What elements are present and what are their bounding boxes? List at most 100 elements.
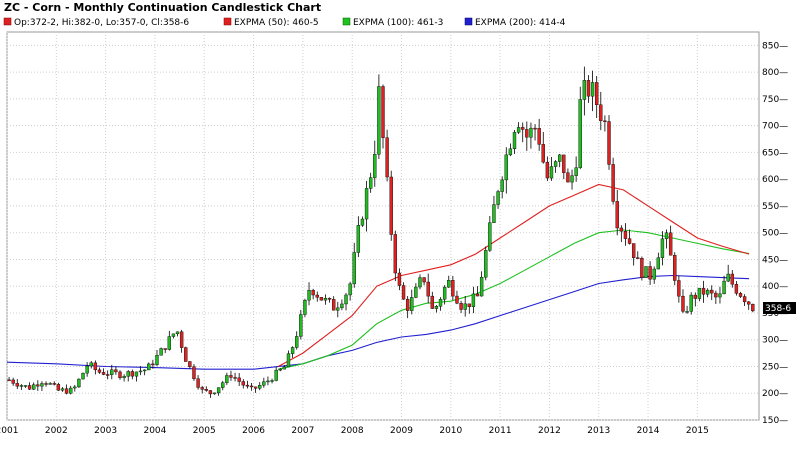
candle-down	[101, 372, 106, 375]
x-tick-label: 2001	[0, 426, 18, 436]
candle-down	[381, 86, 385, 138]
candle-down	[467, 303, 471, 307]
x-tick-label: 2004	[143, 426, 166, 436]
candle-up	[344, 294, 348, 305]
candle-up	[590, 82, 595, 97]
candle-down	[253, 386, 258, 389]
candle-up	[225, 375, 229, 383]
x-tick-label: 2006	[242, 426, 265, 436]
legend-ema50-swatch	[223, 17, 232, 26]
candle-up	[69, 387, 73, 394]
candle-up	[504, 154, 508, 181]
candle-up	[529, 127, 533, 138]
candle-down	[237, 377, 241, 382]
candle-down	[451, 280, 455, 297]
candles	[7, 66, 755, 398]
candle-down	[245, 384, 250, 387]
x-tick-label: 2005	[193, 426, 216, 436]
candle-up	[307, 290, 311, 301]
candle-up	[216, 387, 221, 394]
last-price-label: 358-6	[765, 304, 791, 314]
candle-down	[677, 280, 681, 297]
candle-down	[619, 227, 624, 232]
candle-down	[204, 389, 208, 391]
x-tick-label: 2014	[637, 426, 660, 436]
candle-up	[570, 175, 574, 183]
candle-up	[463, 303, 467, 310]
candle-down	[595, 82, 599, 106]
candle-up	[126, 371, 130, 377]
candle-up	[348, 283, 352, 296]
y-tick-label: 450—	[762, 255, 788, 265]
candle-down	[56, 384, 61, 391]
candle-up	[48, 383, 52, 385]
x-tick-label: 2015	[686, 426, 709, 436]
y-tick-label: 200—	[762, 389, 788, 399]
ema-100-line	[278, 229, 750, 370]
candle-down	[196, 378, 200, 388]
candle-down	[751, 303, 755, 312]
candle-down	[179, 331, 184, 348]
candle-up	[360, 218, 365, 226]
candle-down	[545, 161, 550, 179]
candle-up	[549, 166, 554, 179]
candle-down	[562, 154, 566, 173]
candle-down	[393, 234, 398, 274]
candle-up	[266, 380, 270, 383]
candle-down	[192, 366, 196, 379]
candle-up	[558, 154, 562, 162]
candle-down	[188, 361, 192, 367]
candle-up	[356, 225, 361, 253]
x-tick-label: 2009	[390, 426, 413, 436]
candle-up	[652, 268, 656, 280]
candle-down	[401, 285, 406, 300]
candle-up	[290, 347, 295, 354]
candle-down	[11, 379, 15, 384]
candle-down	[459, 303, 463, 310]
candle-down	[533, 127, 537, 130]
candle-up	[574, 167, 578, 176]
legend-ema50: EXPMA (50): 460-5	[234, 18, 319, 28]
candle-up	[89, 362, 93, 367]
candle-up	[508, 148, 513, 156]
candle-down	[233, 377, 237, 379]
candle-up	[270, 380, 274, 382]
candle-down	[521, 127, 525, 130]
last-price-marker: 358-6	[763, 302, 796, 314]
ema-lines	[6, 183, 750, 370]
candle-up	[23, 385, 28, 387]
candle-down	[648, 266, 652, 280]
legend-ema100: EXPMA (100): 461-3	[353, 18, 443, 28]
candle-down	[93, 362, 98, 371]
x-tick-label: 2012	[538, 426, 561, 436]
candle-up	[697, 287, 702, 299]
x-tick-label: 2002	[45, 426, 68, 436]
candle-down	[184, 347, 188, 362]
legend-ema100-swatch	[342, 17, 351, 26]
candle-down	[640, 258, 644, 278]
candle-up	[689, 294, 693, 312]
candle-down	[426, 281, 430, 297]
candle-down	[163, 348, 167, 350]
candle-up	[516, 127, 521, 133]
candle-down	[710, 289, 714, 294]
candle-up	[60, 388, 65, 391]
candle-down	[311, 290, 315, 296]
y-tick-label: 250—	[762, 362, 788, 372]
candle-up	[73, 386, 77, 389]
legend-ema200: EXPMA (200): 414-4	[475, 18, 566, 28]
y-tick-label: 800—	[762, 68, 788, 78]
candle-up	[282, 366, 287, 370]
y-tick-label: 850—	[762, 41, 788, 51]
candle-up	[85, 365, 89, 374]
candle-down	[747, 301, 751, 305]
candle-down	[389, 176, 393, 235]
candle-up	[377, 86, 381, 155]
candle-up	[122, 376, 126, 379]
candle-down	[566, 172, 570, 183]
candle-up	[323, 297, 328, 301]
y-tick-label: 400—	[762, 282, 788, 292]
candle-up	[134, 371, 139, 377]
candle-down	[599, 104, 603, 122]
